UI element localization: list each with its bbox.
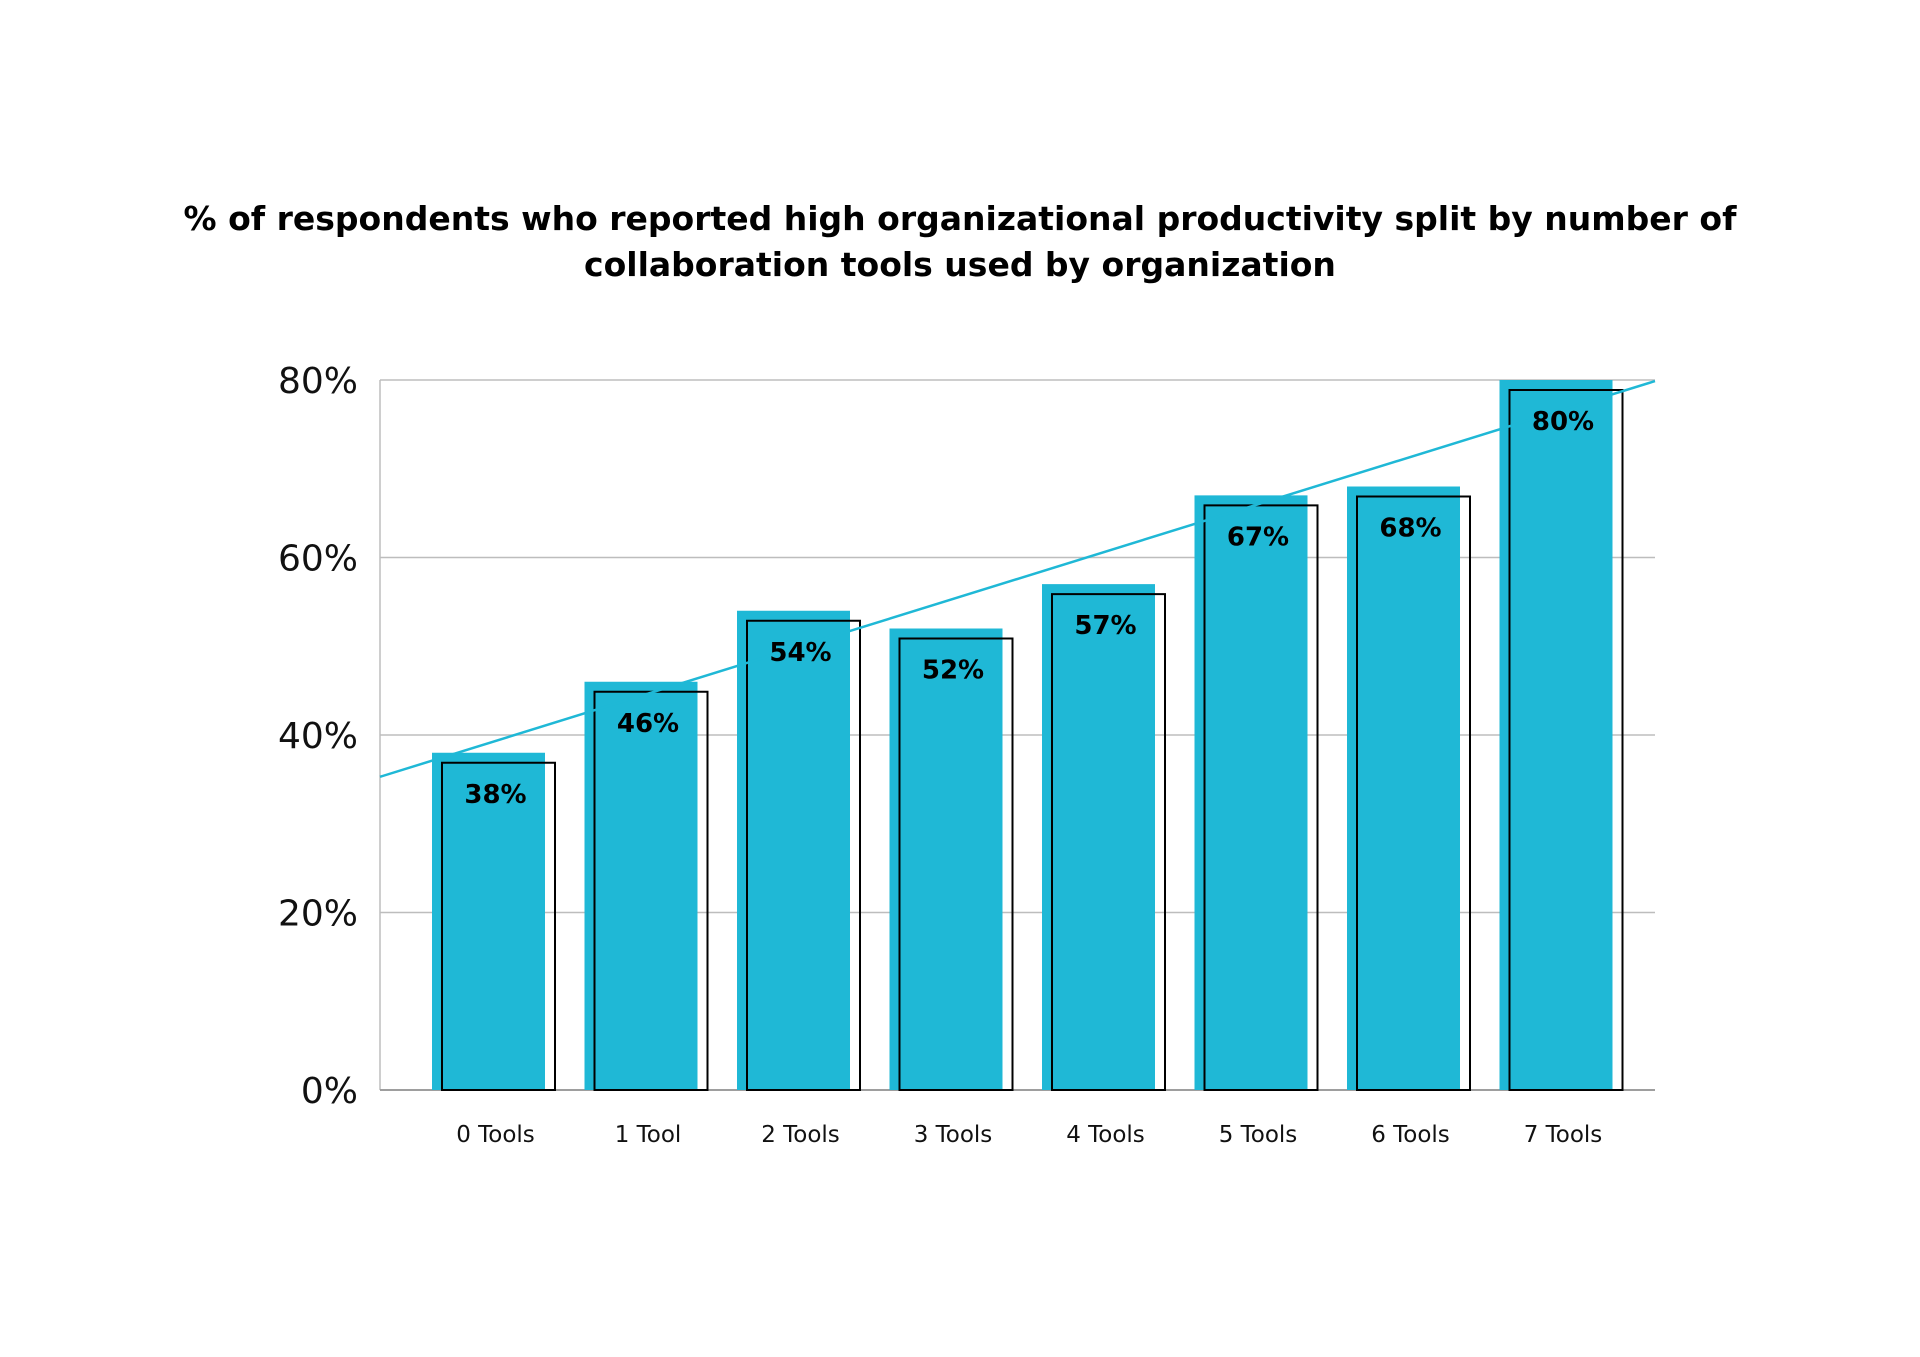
bars xyxy=(432,380,1624,1091)
bar xyxy=(432,752,545,1090)
x-tick-label: 1 Tool xyxy=(615,1122,682,1148)
x-tick-label: 6 Tools xyxy=(1371,1122,1450,1148)
bar xyxy=(737,610,850,1090)
trendline-layer xyxy=(379,379,1656,779)
bar-outline xyxy=(441,761,556,1091)
data-label: 38% xyxy=(464,780,526,810)
y-tick-label: 80% xyxy=(278,361,358,402)
y-tick-label: 40% xyxy=(278,716,358,757)
bar xyxy=(584,681,698,1090)
y-tick-label: 20% xyxy=(278,894,358,935)
bar-outline xyxy=(1508,389,1624,1091)
data-label: 68% xyxy=(1379,514,1441,544)
y-tick-label: 0% xyxy=(301,1071,358,1112)
data-label: 54% xyxy=(769,638,831,668)
bar-outline xyxy=(746,619,861,1091)
bar-outline xyxy=(1356,495,1471,1091)
bar xyxy=(1499,380,1613,1090)
labels: 0% 20% 40% 60% 80% 38% 0 Tools 46% 1 Tool 54% 2 To… xyxy=(278,361,1602,1148)
chart-title: % of respondents who reported high organ… xyxy=(183,199,1737,284)
data-label: 57% xyxy=(1074,611,1136,641)
y-tick-label: 60% xyxy=(278,539,358,580)
data-label: 80% xyxy=(1532,407,1594,437)
data-label: 46% xyxy=(617,709,679,739)
x-tick-label: 7 Tools xyxy=(1524,1122,1603,1148)
bar xyxy=(1194,495,1308,1090)
data-label: 67% xyxy=(1227,522,1289,552)
data-label: 52% xyxy=(922,656,984,686)
bar xyxy=(889,628,1003,1090)
bar-outline xyxy=(1051,593,1166,1091)
x-tick-label: 5 Tools xyxy=(1219,1122,1298,1148)
trendline xyxy=(379,379,1656,779)
bar xyxy=(1347,486,1460,1090)
bar-outline xyxy=(898,637,1014,1091)
bar xyxy=(1042,584,1155,1090)
x-tick-label: 3 Tools xyxy=(914,1122,993,1148)
x-tick-label: 2 Tools xyxy=(761,1122,840,1148)
bar-outline xyxy=(1203,504,1319,1091)
x-tick-label: 0 Tools xyxy=(456,1122,535,1148)
grid-lines xyxy=(379,379,1655,1091)
x-tick-label: 4 Tools xyxy=(1066,1122,1145,1148)
